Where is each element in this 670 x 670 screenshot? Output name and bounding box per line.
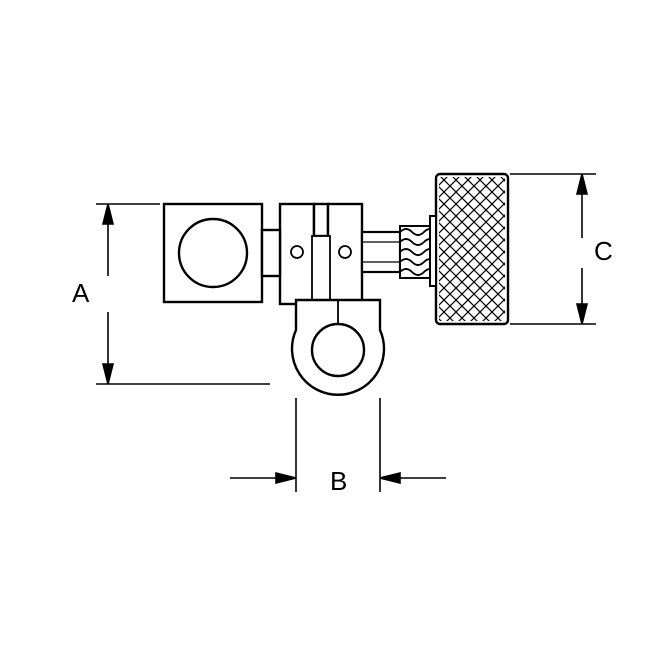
dimension-C [510,174,596,324]
clevis-slot [312,236,330,304]
lower-ring-inner [312,324,364,376]
clevis-top-bridge [314,204,328,236]
screw-shank [362,232,400,272]
mount-bore [179,219,247,287]
knob-shoulder [430,216,436,286]
label-A: A [72,278,90,308]
label-C: C [594,236,613,266]
label-B: B [330,466,347,496]
pivot-pin-right [339,246,351,258]
pivot-pin-left [291,246,303,258]
mount-stub [262,230,280,276]
thumb-knob-knurl [439,177,505,321]
technical-drawing: A B C [0,0,670,670]
